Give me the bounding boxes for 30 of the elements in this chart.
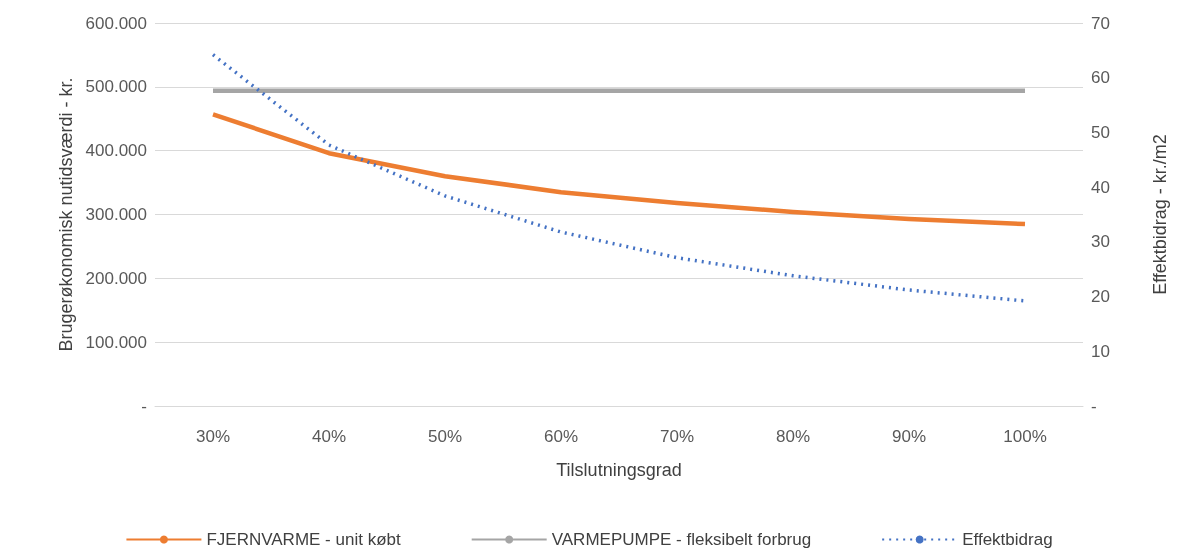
y2-tick-label: 70 [1091, 13, 1110, 33]
y-axis-title: Brugerøkonomisk nutidsværdi - kr. [55, 77, 76, 352]
y-tick-label: 600.000 [85, 13, 147, 33]
line-series [210, 112, 1028, 227]
x-tick-label: 100% [1003, 427, 1047, 446]
y-tick-label: 400.000 [85, 141, 147, 161]
y2-axis-title: Effektbidrag - kr./m2 [1150, 134, 1170, 295]
y-tick-label: 200.000 [85, 268, 147, 288]
y2-tick-label: 60 [1091, 68, 1110, 88]
y2-tick-label: 20 [1091, 287, 1110, 307]
x-tick-label: 40% [311, 427, 347, 446]
x-tick-label: 90% [891, 427, 927, 446]
legend-label: FJERNVARME - unit købt [206, 530, 401, 549]
y2-tick-label: - [1091, 396, 1097, 416]
y-tick-label: 300.000 [85, 205, 147, 224]
y-tick-label: 100.000 [85, 332, 147, 352]
y2-tick-label: 50 [1091, 122, 1110, 142]
y2-tick-label: 10 [1091, 341, 1110, 361]
y-tick-label: - [141, 396, 147, 416]
legend-label: Effektbidrag [962, 530, 1053, 549]
y2-tick-label: 40 [1091, 177, 1110, 197]
x-tick-label: 30% [195, 427, 231, 446]
legend-label: VARMEPUMPE - fleksibelt forbrug [551, 530, 812, 549]
x-tick-label: 80% [775, 427, 811, 446]
x-tick-label: 70% [659, 427, 695, 446]
x-tick-label: 50% [427, 427, 463, 446]
y2-tick-label: 30 [1091, 232, 1110, 252]
x-axis-title: Tilslutningsgrad [556, 460, 682, 480]
y-tick-label: 500.000 [85, 77, 147, 97]
x-tick-label: 60% [543, 427, 579, 446]
